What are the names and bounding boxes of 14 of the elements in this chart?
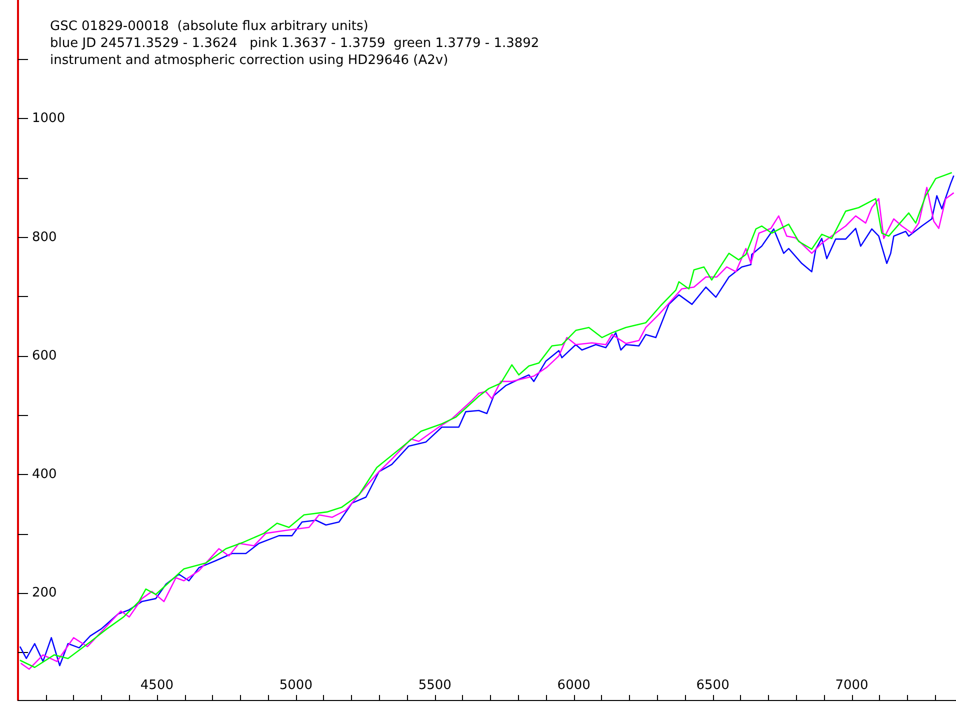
x-tick-label: 4500 [140,678,174,693]
text: GSC 01829-00018 (absolute flux arbitrary units) [50,19,368,34]
y-tick-label: 1000 [32,111,66,126]
y-tick-label: 400 [32,467,57,482]
annotation: blue JD 24571.3529 - 1.3624 pink 1.3637 - 1.3759 green 1.3779 - 1.3892 [50,36,540,51]
y-tick-label: 600 [32,348,57,364]
x-tick-label: 5000 [279,678,312,693]
x-tick-label: 6000 [557,678,590,693]
annotation: instrument and atmospheric correction using HD29646 (A2v) [50,53,448,68]
x-tick-label: 6500 [696,678,730,693]
y-tick-label: 200 [32,586,57,601]
y-tick-label: 800 [32,230,57,245]
x-tick-label: 5500 [418,678,452,693]
x-tick-label: 7000 [835,678,868,693]
